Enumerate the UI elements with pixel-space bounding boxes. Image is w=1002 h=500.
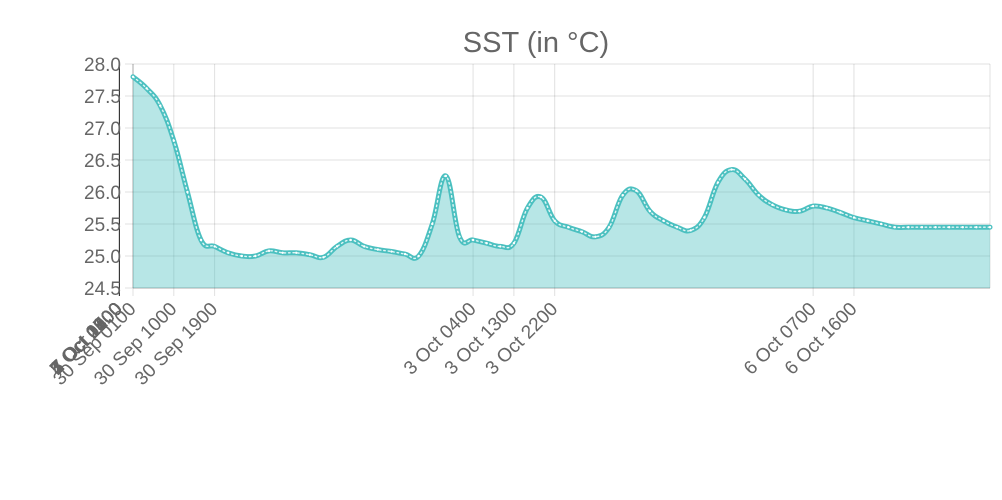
data-point[interactable]	[621, 194, 624, 197]
data-point[interactable]	[635, 189, 638, 192]
data-point[interactable]	[975, 226, 978, 229]
data-point[interactable]	[689, 229, 692, 232]
data-point[interactable]	[376, 248, 380, 251]
data-point[interactable]	[553, 219, 556, 222]
data-point[interactable]	[349, 238, 352, 242]
data-point[interactable]	[852, 216, 856, 219]
data-point[interactable]	[757, 194, 760, 197]
data-point[interactable]	[567, 226, 570, 229]
data-point[interactable]	[825, 206, 828, 210]
data-point[interactable]	[199, 238, 203, 242]
data-point[interactable]	[798, 210, 801, 213]
data-point[interactable]	[512, 242, 516, 245]
data-point[interactable]	[131, 75, 135, 79]
data-point[interactable]	[172, 139, 176, 142]
data-point[interactable]	[703, 216, 706, 219]
data-point[interactable]	[254, 254, 257, 258]
data-point[interactable]	[920, 226, 924, 229]
data-point[interactable]	[267, 249, 271, 253]
data-point[interactable]	[159, 104, 162, 107]
data-point[interactable]	[662, 219, 665, 222]
data-point[interactable]	[431, 222, 434, 226]
data-point[interactable]	[811, 204, 815, 208]
data-point[interactable]	[961, 226, 964, 229]
data-point[interactable]	[403, 252, 407, 256]
y-tick-label: 26.5	[84, 151, 121, 172]
y-tick-label: 27.5	[84, 87, 121, 108]
data-point[interactable]	[295, 251, 298, 254]
y-tick-label: 25.0	[84, 247, 121, 268]
y-tick-label: 24.5	[84, 279, 121, 300]
data-point[interactable]	[607, 226, 611, 229]
data-point[interactable]	[485, 242, 488, 245]
data-point[interactable]	[839, 211, 842, 214]
series-layer	[130, 74, 993, 288]
data-point[interactable]	[417, 254, 420, 258]
data-point[interactable]	[186, 190, 189, 194]
data-point[interactable]	[743, 178, 747, 181]
data-point[interactable]	[675, 226, 679, 229]
data-point[interactable]	[390, 250, 393, 253]
data-point[interactable]	[893, 226, 896, 229]
data-point[interactable]	[363, 245, 366, 248]
data-point[interactable]	[213, 245, 216, 248]
data-point[interactable]	[947, 226, 951, 229]
data-point[interactable]	[227, 251, 230, 254]
data-point[interactable]	[308, 253, 312, 256]
data-point[interactable]	[648, 210, 652, 213]
data-point[interactable]	[240, 254, 244, 258]
data-point[interactable]	[322, 256, 325, 259]
data-point[interactable]	[335, 245, 339, 248]
y-tick-label: 25.5	[84, 215, 121, 236]
data-point[interactable]	[580, 230, 584, 233]
data-point[interactable]	[866, 219, 869, 222]
data-point[interactable]	[771, 203, 774, 206]
data-point[interactable]	[879, 222, 883, 226]
data-point[interactable]	[458, 235, 461, 238]
data-point[interactable]	[526, 206, 529, 210]
data-point[interactable]	[716, 181, 720, 184]
data-point[interactable]	[499, 245, 502, 248]
y-axis: 28.0 27.5 27.0 26.5 26.0 25.5 25.0 24.5	[84, 55, 121, 300]
y-tick-label: 27.0	[84, 119, 121, 140]
data-point[interactable]	[907, 226, 910, 229]
y-tick-label: 26.0	[84, 183, 121, 204]
data-point[interactable]	[281, 251, 284, 254]
data-point[interactable]	[934, 226, 937, 229]
data-point[interactable]	[145, 87, 148, 90]
data-point[interactable]	[444, 174, 448, 178]
data-point[interactable]	[730, 168, 733, 171]
series-area	[133, 76, 990, 288]
data-point[interactable]	[471, 238, 475, 242]
data-point[interactable]	[539, 195, 543, 199]
y-tick-label: 28.0	[84, 55, 121, 76]
series-line-highlight	[132, 76, 991, 260]
chart-title: SST (in °C)	[463, 27, 609, 59]
data-point[interactable]	[784, 208, 788, 212]
data-point[interactable]	[594, 235, 597, 238]
data-point[interactable]	[988, 226, 992, 229]
